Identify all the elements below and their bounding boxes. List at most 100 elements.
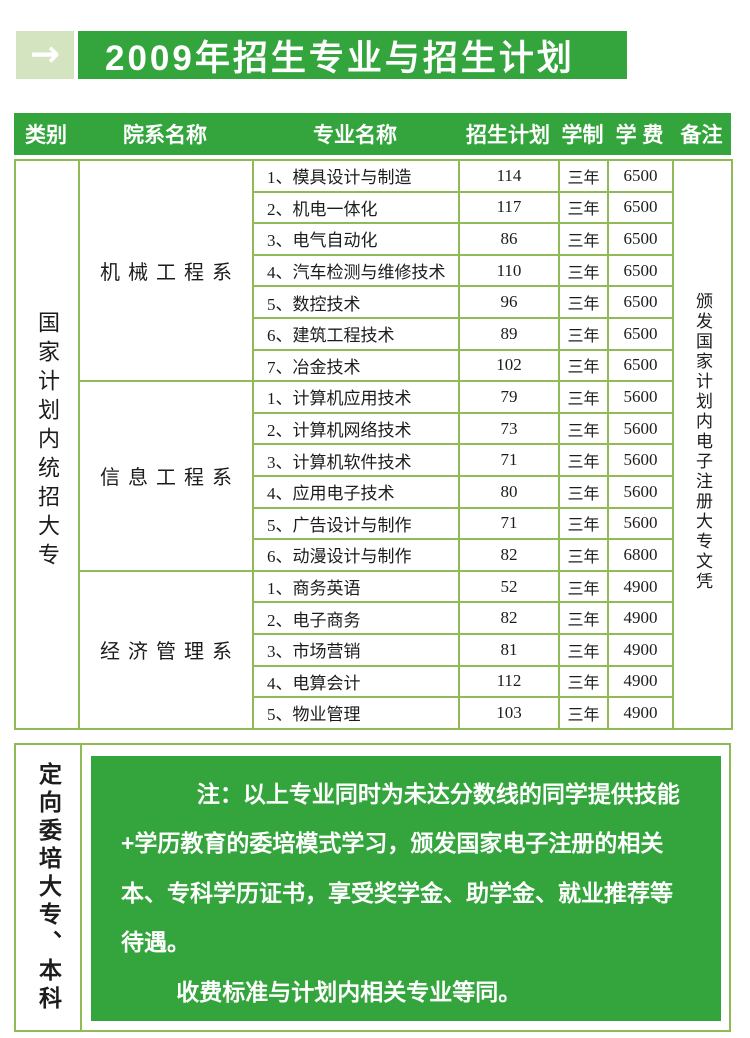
admission-plan-table: 国家计划内统招大专 机械工程系 1、模具设计与制造 114 三年 6500 颁发国家计划内电… [14,158,733,730]
category-label: 国家计划内统招大专 [35,311,60,573]
plan-cell: 82 [458,538,560,572]
remark-cell: 颁发国家计划内电子注册大专文凭 [672,159,733,730]
fee-cell: 6500 [607,348,674,383]
years-cell: 三年 [558,411,609,446]
header-major: 专业名称 [313,124,397,147]
fee-cell: 4900 [607,569,674,604]
plan-cell: 79 [458,380,560,414]
plan-cell: 71 [458,506,560,541]
plan-cell: 110 [458,253,560,288]
years-cell: 三年 [558,474,609,509]
fee-cell: 5600 [607,380,674,414]
fee-cell: 5600 [607,443,674,477]
years-cell: 三年 [558,664,609,699]
years-cell: 三年 [558,285,609,319]
plan-cell: 103 [458,696,560,730]
table-row: 3、电气自动化 86 三年 6500 [15,222,732,256]
table-row: 4、应用电子技术 80 三年 5600 [15,474,732,509]
major-name-cell: 5、广告设计与制作 [252,506,460,541]
header-category: 类别 [25,124,67,147]
years-cell: 三年 [558,601,609,635]
table-row: 4、电算会计 112 三年 4900 [15,664,732,699]
plan-cell: 114 [458,159,560,193]
fee-cell: 4900 [607,632,674,667]
major-name-cell: 1、计算机应用技术 [252,380,460,414]
header-years: 学制 [561,124,604,147]
table-row: 5、数控技术 96 三年 6500 [15,285,732,319]
plan-cell: 52 [458,569,560,604]
note-paragraph-2: 收费标准与计划内相关专业等同。 [176,978,522,1005]
plan-cell: 80 [458,474,560,509]
years-cell: 三年 [558,190,609,225]
note-box: 注：以上专业同时为未达分数线的同学提供技能+学历教育的委培模式学习，颁发国家电子… [91,756,721,1021]
major-name-cell: 3、计算机软件技术 [252,443,460,477]
table-row: 信息工程系 1、计算机应用技术 79 三年 5600 [15,380,732,572]
major-name-cell: 4、应用电子技术 [252,474,460,509]
years-cell: 三年 [558,506,609,541]
table-row: 2、计算机网络技术 73 三年 5600 [15,411,732,446]
table-row: 7、冶金技术 102 三年 6500 [15,348,732,383]
plan-cell: 82 [458,601,560,635]
fee-cell: 4900 [607,696,674,730]
header-department: 院系名称 [123,124,207,147]
table-row: 3、计算机软件技术 71 三年 5600 [15,443,732,477]
years-cell: 三年 [558,443,609,477]
years-cell: 三年 [558,569,609,604]
years-cell: 三年 [558,632,609,667]
fee-cell: 6500 [607,316,674,351]
years-cell: 三年 [558,380,609,414]
department-cell: 经济管理系 [78,569,254,730]
major-name-cell: 6、建筑工程技术 [252,316,460,351]
department-cell: 信息工程系 [78,380,254,572]
major-name-cell: 3、市场营销 [252,632,460,667]
major-name-cell: 1、模具设计与制造 [252,159,460,193]
plan-cell: 81 [458,632,560,667]
fee-cell: 4900 [607,664,674,699]
table-row: 3、市场营销 81 三年 4900 [15,632,732,667]
plan-cell: 117 [458,190,560,225]
fee-cell: 5600 [607,411,674,446]
fee-cell: 4900 [607,601,674,635]
major-name-cell: 5、物业管理 [252,696,460,730]
major-name-cell: 3、电气自动化 [252,222,460,256]
major-name-cell: 7、冶金技术 [252,348,460,383]
plan-cell: 102 [458,348,560,383]
remark-label: 颁发国家计划内电子注册大专文凭 [693,291,712,592]
table-row: 国家计划内统招大专 机械工程系 1、模具设计与制造 114 三年 6500 颁发国家计划内电… [14,158,733,730]
plan-cell: 89 [458,316,560,351]
years-cell: 三年 [558,159,609,193]
years-cell: 三年 [558,348,609,383]
fee-cell: 6800 [607,538,674,572]
plan-cell: 86 [458,222,560,256]
table-row: 经济管理系 1、商务英语 52 三年 4900 [15,569,732,730]
table-row: 5、广告设计与制作 71 三年 5600 [15,506,732,541]
years-cell: 三年 [558,538,609,572]
years-cell: 三年 [558,696,609,730]
years-cell: 三年 [558,316,609,351]
major-name-cell: 4、电算会计 [252,664,460,699]
major-name-cell: 4、汽车检测与维修技术 [252,253,460,288]
years-cell: 三年 [558,253,609,288]
major-name-cell: 5、数控技术 [252,285,460,319]
arrow-icon: → [16,31,74,79]
fee-cell: 6500 [607,253,674,288]
header-remark: 备注 [680,124,723,147]
header-plan: 招生计划 [466,124,550,147]
fee-cell: 5600 [607,474,674,509]
table-row: 6、建筑工程技术 89 三年 6500 [15,316,732,351]
years-cell: 三年 [558,222,609,256]
plan-cell: 96 [458,285,560,319]
plan-cell: 71 [458,443,560,477]
page-banner: → 2009年招生专业与招生计划 [16,31,627,79]
banner-bar: 2009年招生专业与招生计划 [78,31,627,79]
major-name-cell: 2、机电一体化 [252,190,460,225]
major-name-cell: 2、计算机网络技术 [252,411,460,446]
fee-cell: 6500 [607,222,674,256]
category-cell: 国家计划内统招大专 [14,159,80,730]
department-cell: 机械工程系 [78,158,254,383]
table-header-row: 类别 院系名称 专业名称 招生计划 学制 学 费 备注 [14,113,731,155]
fee-cell: 6500 [607,159,674,193]
fee-cell: 6500 [607,190,674,225]
major-name-cell: 6、动漫设计与制作 [252,538,460,572]
major-name-cell: 2、电子商务 [252,601,460,635]
